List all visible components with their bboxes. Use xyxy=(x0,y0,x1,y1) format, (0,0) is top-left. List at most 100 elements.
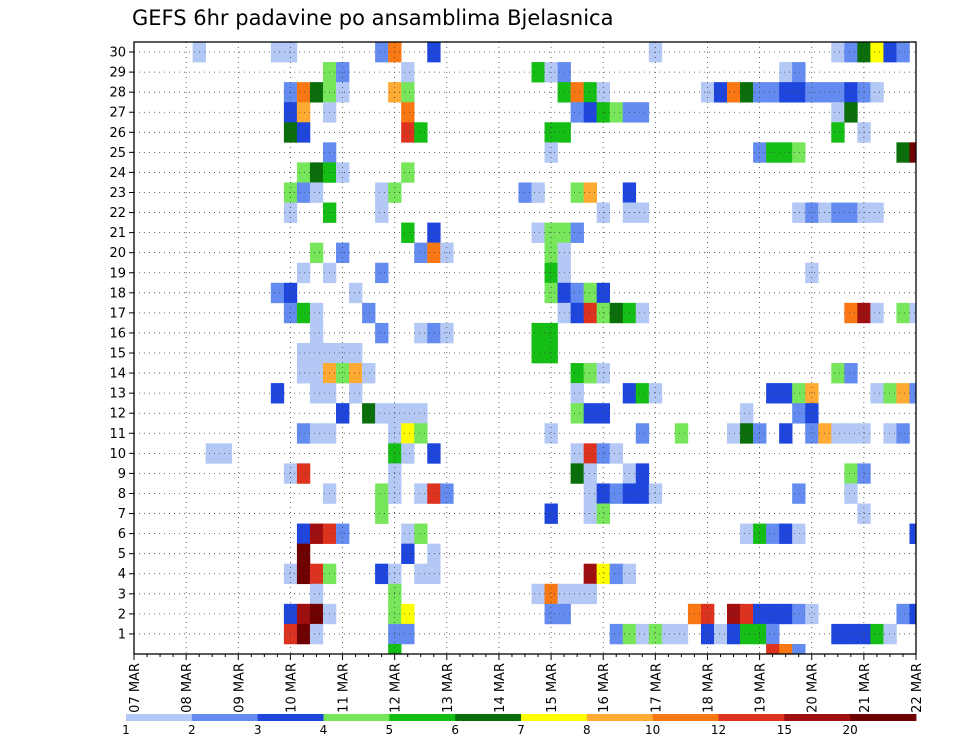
precip-cell xyxy=(583,503,597,524)
precip-cell xyxy=(609,102,624,123)
precip-cell xyxy=(740,403,754,424)
precip-cell xyxy=(362,363,376,384)
precip-cell xyxy=(544,503,558,524)
colorbar-swatch xyxy=(521,714,588,721)
chart-title: GEFS 6hr padavine po ansamblima Bjelasni… xyxy=(132,6,614,30)
precip-cell xyxy=(831,82,845,103)
precip-cell xyxy=(309,603,324,625)
precip-cell xyxy=(570,403,584,424)
precip-cell xyxy=(296,162,311,183)
precip-cell xyxy=(570,82,584,103)
precip-cell xyxy=(779,523,793,544)
precip-cell xyxy=(283,302,298,324)
precip-cell xyxy=(661,623,676,645)
y-tick-label: 15 xyxy=(109,347,126,362)
precip-cell xyxy=(544,423,558,444)
precip-cell xyxy=(401,62,415,83)
precip-cell xyxy=(727,623,741,645)
precip-cell xyxy=(700,623,715,645)
precip-cell xyxy=(401,222,415,243)
precip-cell xyxy=(727,82,741,103)
precip-cell xyxy=(844,623,858,645)
x-tick-label: 07 MAR xyxy=(128,663,143,713)
precip-cell xyxy=(596,403,611,424)
precip-cell xyxy=(296,603,311,625)
precip-cell xyxy=(648,483,663,504)
precip-cell xyxy=(609,623,624,645)
precip-cell xyxy=(909,142,917,163)
precip-cell xyxy=(570,383,584,404)
y-tick-label: 22 xyxy=(109,206,126,221)
precip-cell xyxy=(309,322,324,344)
precip-cell xyxy=(870,202,884,223)
y-tick-label: 3 xyxy=(118,587,126,602)
precip-cell xyxy=(544,322,558,344)
y-tick-label: 19 xyxy=(109,266,126,281)
precip-cell xyxy=(309,182,324,203)
precip-cell xyxy=(792,383,806,404)
precip-cell xyxy=(427,543,441,565)
precip-cell xyxy=(583,182,597,203)
precip-cell xyxy=(296,423,311,444)
precip-cell xyxy=(766,82,780,103)
colorbar-swatch xyxy=(850,714,917,721)
x-tick-label: 21 MAR xyxy=(858,663,873,713)
y-tick-label: 8 xyxy=(118,487,126,502)
x-tick-label: 20 MAR xyxy=(806,663,821,713)
y-tick-label: 12 xyxy=(109,407,126,422)
precip-cell xyxy=(401,443,415,464)
precip-cell xyxy=(792,523,806,544)
precip-cell xyxy=(844,82,858,103)
precip-cell xyxy=(896,42,910,63)
precip-cell xyxy=(766,623,780,645)
precip-cell xyxy=(831,102,845,123)
precip-cell xyxy=(831,423,845,444)
precip-cell xyxy=(740,523,754,544)
precip-cell xyxy=(635,302,650,324)
colorbar-label: 12 xyxy=(711,723,726,737)
precip-cell xyxy=(296,623,311,645)
y-tick-label: 25 xyxy=(109,146,126,161)
precip-cell xyxy=(309,523,324,544)
precip-cell xyxy=(427,222,441,243)
precip-cell xyxy=(570,583,584,605)
precip-cell xyxy=(883,383,897,404)
precip-cell xyxy=(375,403,389,424)
precip-cell xyxy=(414,423,428,444)
precip-cell xyxy=(792,603,806,625)
precip-cell xyxy=(583,282,597,304)
precip-cell xyxy=(896,142,910,163)
precip-cell xyxy=(844,42,858,63)
precip-cell xyxy=(674,423,689,444)
precip-cell xyxy=(401,122,415,143)
precip-cell xyxy=(740,623,754,645)
precip-cell xyxy=(766,643,780,655)
precip-cell xyxy=(349,342,363,364)
precip-cell xyxy=(218,443,233,464)
colorbar-label: 1 xyxy=(122,723,130,737)
precip-cell xyxy=(831,623,845,645)
precip-cell xyxy=(309,342,324,364)
y-tick-label: 10 xyxy=(109,447,126,462)
precip-cell xyxy=(401,543,415,565)
precip-cell xyxy=(401,403,415,424)
precip-cell xyxy=(309,82,324,103)
precip-cell xyxy=(805,603,819,625)
precip-cell xyxy=(309,363,324,384)
y-tick-label: 20 xyxy=(109,246,126,261)
precip-cell xyxy=(635,202,650,223)
colorbar-swatch xyxy=(389,714,456,721)
precip-cell xyxy=(401,102,415,123)
precip-cell xyxy=(596,302,611,324)
precip-cell xyxy=(414,483,428,504)
precip-cell xyxy=(844,483,858,504)
precip-cell xyxy=(896,423,910,444)
precip-cell xyxy=(414,242,428,264)
colorbar-label: 7 xyxy=(517,723,525,737)
colorbar-label: 8 xyxy=(583,723,591,737)
x-tick-label: 12 MAR xyxy=(389,663,404,713)
precip-cell xyxy=(440,322,454,344)
y-tick-label: 13 xyxy=(109,387,126,402)
precip-cell xyxy=(296,82,311,103)
precip-cell xyxy=(844,363,858,384)
